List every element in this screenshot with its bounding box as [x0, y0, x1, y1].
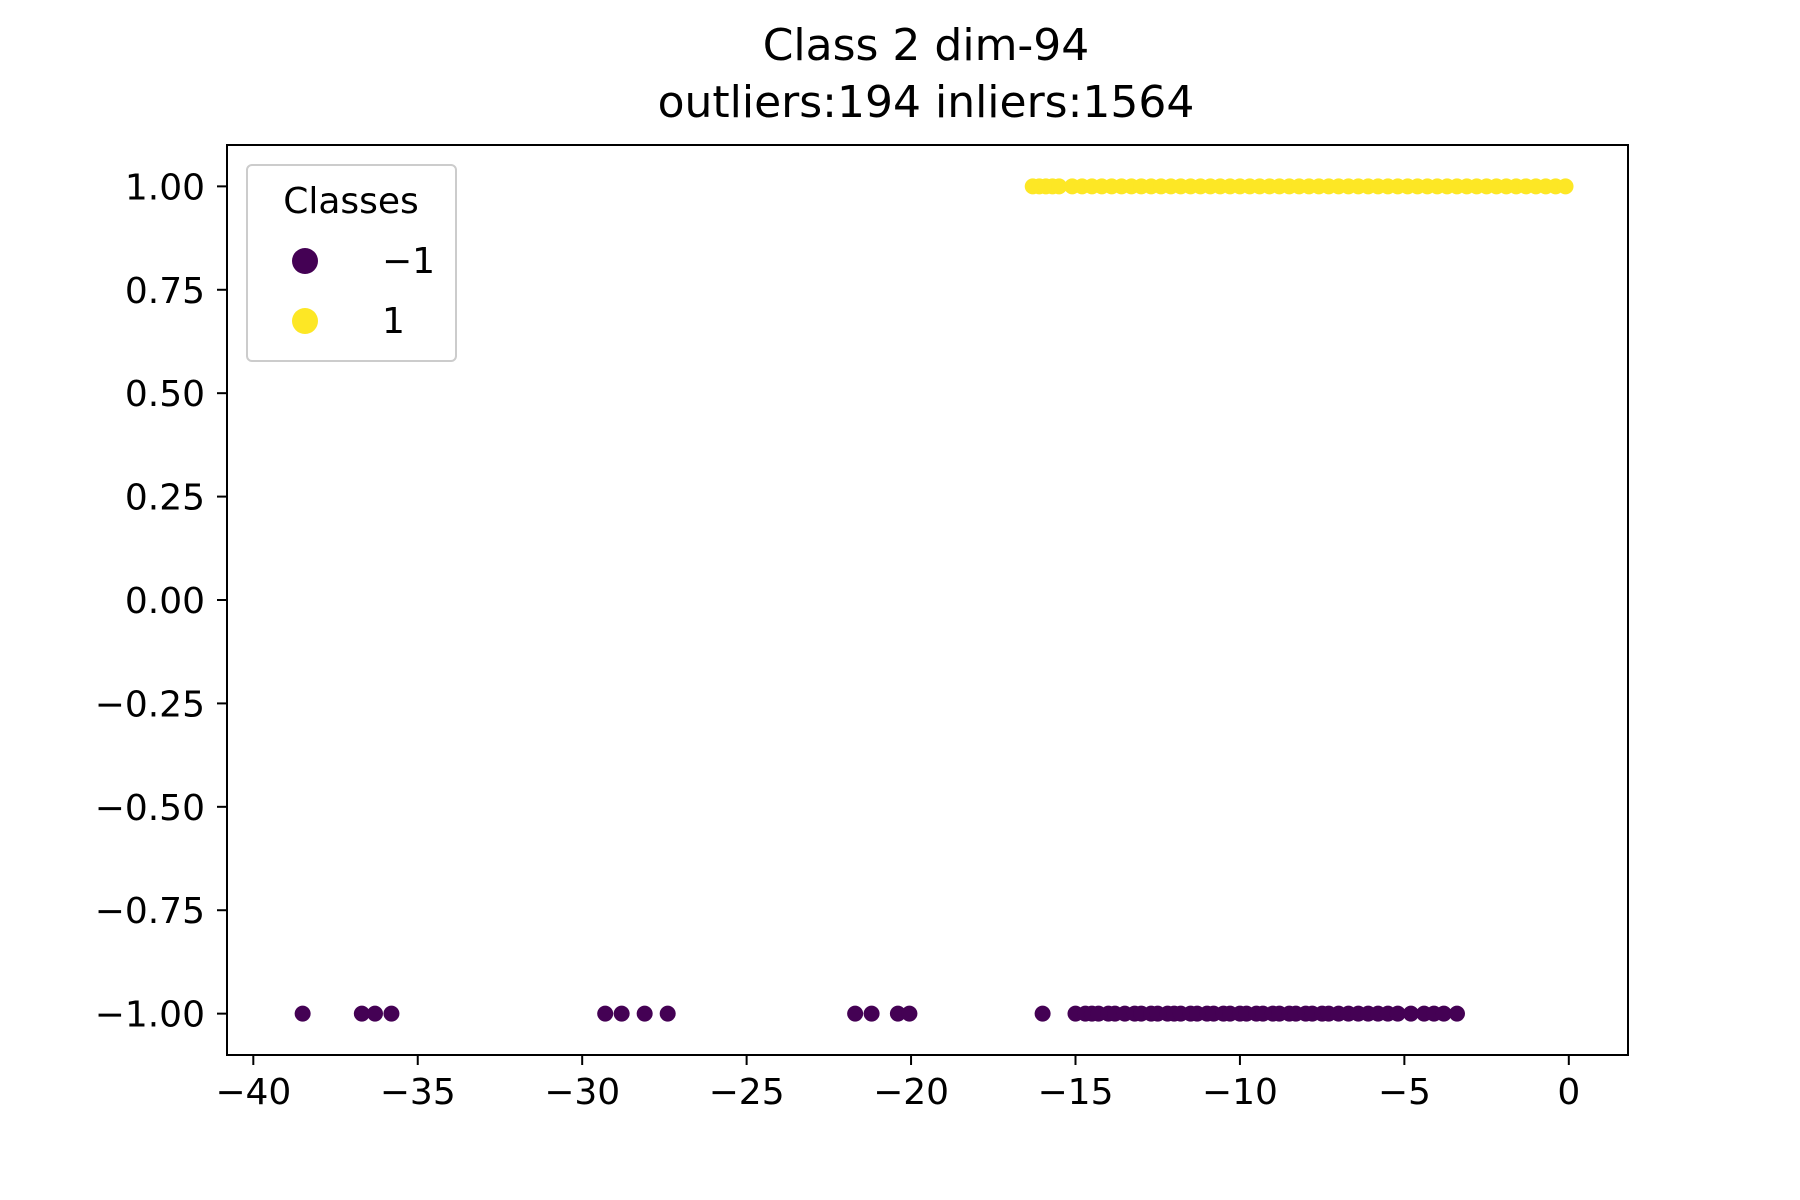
- x-tick-label: −35: [380, 1072, 456, 1113]
- x-tick-label: −20: [873, 1072, 949, 1113]
- points-layer: [294, 178, 1574, 1022]
- x-tick-label: −10: [1202, 1072, 1278, 1113]
- x-tick-label: −40: [215, 1072, 291, 1113]
- data-point: [901, 1005, 918, 1022]
- x-tick-label: −30: [544, 1072, 620, 1113]
- data-point: [1051, 178, 1068, 195]
- legend-title: Classes: [283, 181, 419, 222]
- y-tick-label: −1.00: [95, 995, 205, 1036]
- x-tick-label: −5: [1378, 1072, 1431, 1113]
- x-tick-label: −15: [1038, 1072, 1114, 1113]
- data-point: [1435, 1005, 1452, 1022]
- data-point: [1448, 1005, 1465, 1022]
- y-tick-label: 1.00: [125, 167, 205, 208]
- data-point: [294, 1005, 311, 1022]
- data-point: [366, 1005, 383, 1022]
- series-minus-one: [294, 1005, 1465, 1022]
- data-point: [659, 1005, 676, 1022]
- y-tick-label: 0.00: [125, 581, 205, 622]
- legend-marker-one: [292, 308, 318, 334]
- data-point: [597, 1005, 614, 1022]
- data-point: [1557, 178, 1574, 195]
- x-tick-label: −25: [709, 1072, 785, 1113]
- data-point: [353, 1005, 370, 1022]
- data-point: [613, 1005, 630, 1022]
- data-point: [889, 1005, 906, 1022]
- y-tick-label: −0.50: [95, 788, 205, 829]
- y-tick-label: 0.75: [125, 271, 205, 312]
- y-tick-label: 0.50: [125, 374, 205, 415]
- axes-frame: [226, 144, 1629, 1056]
- y-tick-label: −0.75: [95, 891, 205, 932]
- chart-subtitle: outliers:194 inliers:1564: [658, 77, 1195, 128]
- y-tick-label: −0.25: [95, 684, 205, 725]
- y-tick-label: 0.25: [125, 478, 205, 519]
- legend-label-minus-one: −1: [382, 241, 435, 282]
- data-point: [1402, 1005, 1419, 1022]
- ticks-layer: −40 −35 −30 −25 −20 −15 −10 −5 0 1.00 0.75 0.50 0.25…: [95, 167, 1581, 1113]
- data-point: [383, 1005, 400, 1022]
- data-point: [1389, 1005, 1406, 1022]
- data-point: [847, 1005, 864, 1022]
- series-one: [1024, 178, 1574, 195]
- data-point: [636, 1005, 653, 1022]
- legend: Classes −1 1: [246, 164, 457, 362]
- x-tick-label: 0: [1557, 1072, 1580, 1113]
- chart-title: Class 2 dim-94: [763, 20, 1090, 71]
- data-point: [863, 1005, 880, 1022]
- legend-marker-minus-one: [292, 248, 318, 274]
- legend-label-one: 1: [382, 301, 405, 342]
- data-point: [1034, 1005, 1051, 1022]
